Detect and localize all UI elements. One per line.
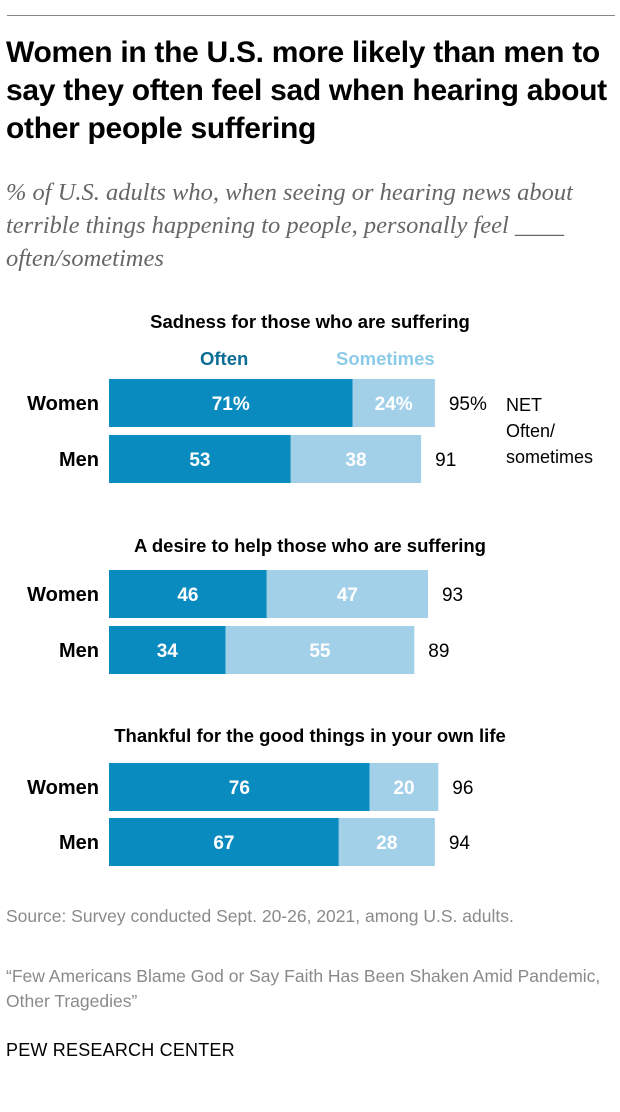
bar-label-sometimes-men: 38: [345, 450, 366, 471]
panel-title-3: Thankful for the good things in your own…: [114, 725, 506, 746]
row-label-women: Women: [27, 584, 99, 606]
net-value-men: 94: [449, 833, 471, 854]
bar-often-women: [109, 570, 267, 618]
bar-label-sometimes-women: 24%: [375, 394, 413, 415]
net-value-women: 95%: [449, 394, 487, 415]
pew-credit: PEW RESEARCH CENTER: [6, 1040, 235, 1060]
net-label-line-3: sometimes: [506, 447, 594, 467]
net-label-line-1: NET: [506, 395, 542, 415]
row-label-men: Men: [59, 449, 99, 471]
bar-label-often-men: 34: [157, 641, 179, 662]
row-label-men: Men: [59, 832, 99, 854]
bar-label-sometimes-women: 20: [393, 778, 414, 799]
source-note: Source: Survey conducted Sept. 20-26, 20…: [6, 906, 514, 926]
bar-sometimes-men: [338, 818, 435, 866]
panel-title-1: Sadness for those who are suffering: [150, 311, 470, 332]
net-value-men: 91: [435, 450, 456, 471]
report-title: “Few Americans Blame God or Say Faith Ha…: [6, 966, 601, 1011]
bar-sometimes-men: [225, 626, 415, 674]
net-value-women: 93: [442, 585, 463, 606]
legend-sometimes: Sometimes: [336, 348, 435, 369]
net-value-men: 89: [428, 641, 449, 662]
bar-sometimes-women: [369, 763, 439, 811]
panel-title-2: A desire to help those who are suffering: [134, 535, 486, 556]
bar-label-sometimes-men: 28: [376, 833, 397, 854]
bar-sometimes-women: [352, 379, 435, 427]
bar-label-often-men: 67: [213, 833, 234, 854]
row-label-men: Men: [59, 640, 99, 662]
bar-often-men: [109, 818, 339, 866]
net-label: NET Often/ sometimes: [506, 392, 593, 470]
net-value-women: 96: [452, 778, 473, 799]
row-label-women: Women: [27, 393, 99, 415]
legend-often: Often: [200, 348, 249, 369]
bar-label-sometimes-men: 55: [309, 641, 331, 662]
bar-label-often-women: 46: [177, 585, 198, 606]
chart-subtitle: % of U.S. adults who, when seeing or hea…: [6, 179, 573, 272]
bar-label-often-women: 71%: [212, 394, 250, 415]
bar-label-often-men: 53: [189, 450, 210, 471]
bar-often-women: [109, 763, 370, 811]
bar-label-often-women: 76: [229, 778, 250, 799]
bar-label-sometimes-women: 47: [337, 585, 358, 606]
bar-often-men: [109, 435, 291, 483]
bar-sometimes-men: [290, 435, 422, 483]
top-rule: [7, 15, 615, 16]
bar-sometimes-women: [266, 570, 428, 618]
bar-often-men: [109, 626, 226, 674]
bar-often-women: [109, 379, 353, 427]
net-label-line-2: Often/: [506, 421, 556, 441]
chart-title: Women in the U.S. more likely than men t…: [6, 36, 607, 145]
row-label-women: Women: [27, 777, 99, 799]
